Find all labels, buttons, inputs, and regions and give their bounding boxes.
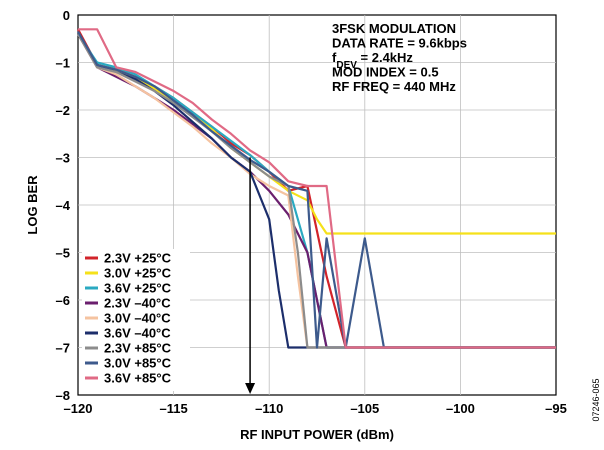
y-axis-label: LOG BER bbox=[25, 175, 40, 235]
legend-label: 3.6V +25°C bbox=[104, 281, 172, 296]
y-tick-label: –3 bbox=[56, 151, 70, 166]
y-tick-label: 0 bbox=[63, 8, 70, 23]
x-tick-label: –95 bbox=[545, 401, 567, 416]
figure-id: 07246-065 bbox=[591, 378, 601, 421]
y-tick-label: –5 bbox=[56, 246, 70, 261]
series-line-5 bbox=[77, 33, 556, 349]
legend-label: 3.0V +85°C bbox=[104, 356, 172, 371]
annotation-line: RF FREQ = 440 MHz bbox=[332, 79, 456, 94]
x-tick-label: –120 bbox=[64, 401, 93, 416]
y-tick-label: –6 bbox=[56, 293, 70, 308]
y-tick-label: –4 bbox=[56, 198, 71, 213]
legend-label: 2.3V +25°C bbox=[104, 251, 172, 266]
annotation-line: 3FSK MODULATION bbox=[332, 21, 456, 36]
x-tick-label: –100 bbox=[446, 401, 475, 416]
legend-label: 3.6V +85°C bbox=[104, 371, 172, 386]
legend: 2.3V +25°C3.0V +25°C3.6V +25°C2.3V –40°C… bbox=[82, 249, 190, 391]
marker-arrow-head bbox=[245, 383, 256, 394]
legend-label: 3.0V –40°C bbox=[104, 311, 171, 326]
annotation-line: MOD INDEX = 0.5 bbox=[332, 65, 439, 80]
legend-label: 2.3V –40°C bbox=[104, 296, 171, 311]
y-tick-label: –8 bbox=[56, 388, 70, 403]
y-tick-label: –2 bbox=[56, 103, 70, 118]
legend-label: 3.6V –40°C bbox=[104, 326, 171, 341]
y-tick-label: –1 bbox=[56, 56, 70, 71]
x-axis-label: RF INPUT POWER (dBm) bbox=[240, 427, 394, 442]
threshold-marker bbox=[245, 157, 256, 394]
x-tick-label: –110 bbox=[255, 401, 283, 416]
legend-background bbox=[82, 249, 190, 391]
tick-labels: –120 –115 –110 –105 –100 –95 0 –1 –2 –3 –4 –5 –6 –7 –8 bbox=[56, 8, 567, 416]
y-tick-label: –7 bbox=[56, 341, 70, 356]
x-tick-label: –115 bbox=[159, 401, 187, 416]
x-tick-label: –105 bbox=[350, 401, 379, 416]
legend-label: 2.3V +85°C bbox=[104, 341, 172, 356]
legend-label: 3.0V +25°C bbox=[104, 266, 172, 281]
series-line-9 bbox=[78, 28, 556, 349]
annotation-line: DATA RATE = 9.6kbps bbox=[332, 36, 467, 51]
